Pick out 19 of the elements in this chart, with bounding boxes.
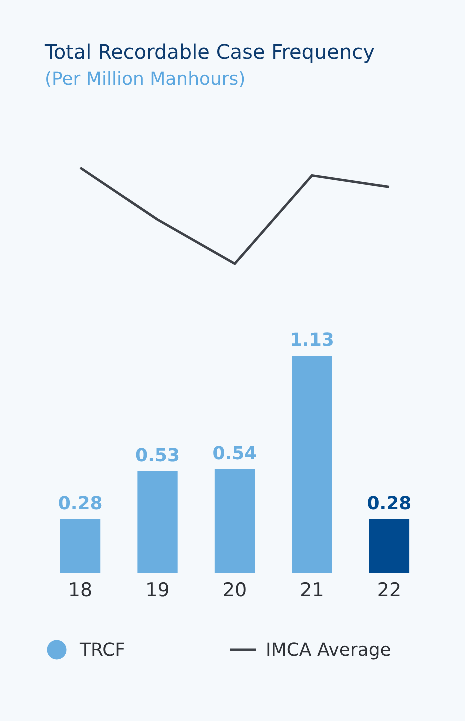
data-label: 0.54: [212, 443, 258, 464]
bar: [369, 519, 410, 573]
data-label: 0.53: [136, 445, 180, 466]
bar: [60, 519, 101, 573]
bar: [138, 471, 178, 573]
data-label: 1.13: [290, 330, 334, 352]
x-tick-label: 22: [377, 580, 402, 602]
legend-label: TRCF: [79, 640, 126, 661]
data-label: 0.28: [367, 493, 412, 514]
bar: [292, 356, 332, 573]
x-tick-label: 18: [68, 580, 93, 602]
chart-subtitle: (Per Million Manhours): [45, 68, 246, 90]
bar: [214, 469, 256, 573]
chart-title: Total Recordable Case Frequency: [44, 40, 376, 64]
x-tick-label: 20: [222, 580, 248, 602]
legend-label: IMCA Average: [266, 640, 392, 661]
x-tick-label: 21: [300, 580, 324, 602]
x-tick-label: 19: [146, 580, 170, 602]
data-label: 0.28: [58, 493, 103, 514]
